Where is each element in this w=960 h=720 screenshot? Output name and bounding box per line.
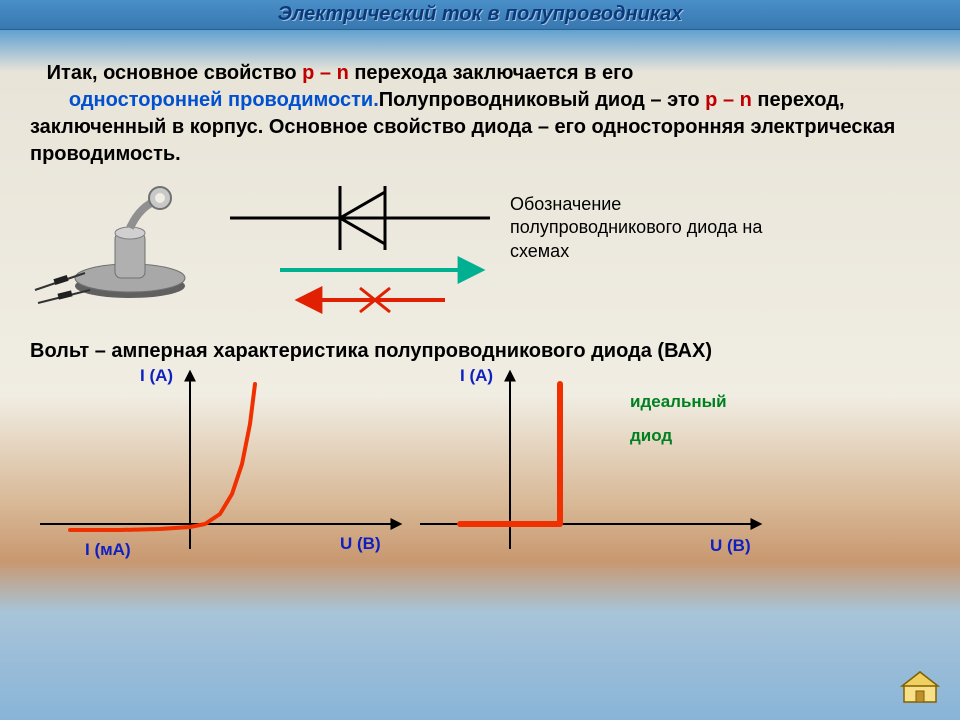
chart-ideal-diode: I (A) U (B) идеальный диод	[410, 364, 770, 554]
axis-label: диод	[630, 426, 672, 446]
axis-label: U (B)	[710, 536, 751, 556]
pn-text: p – n	[302, 62, 349, 84]
home-icon	[900, 669, 940, 705]
chart-real-diode: I (A)I (мA)U (B)	[30, 364, 410, 554]
content-area: Итак, основное свойство p – n перехода з…	[0, 30, 960, 554]
diode-row: Обозначение полупроводникового диода на …	[30, 178, 930, 318]
intro-text: перехода заключается в его	[349, 62, 634, 84]
intro-paragraph: Итак, основное свойство p – n перехода з…	[30, 60, 930, 168]
vah-title: Вольт – амперная характеристика полупров…	[30, 338, 930, 364]
diode-photo	[30, 178, 210, 308]
home-button[interactable]	[900, 669, 940, 705]
diode-symbol-svg	[210, 178, 510, 323]
axis-label: идеальный	[630, 392, 727, 412]
symbol-caption: Обозначение полупроводникового диода на …	[510, 178, 790, 263]
intro-text: Полупроводниковый диод – это	[379, 89, 705, 111]
axis-label: I (A)	[460, 366, 493, 386]
page-title: Электрический ток в полупроводниках	[278, 3, 683, 26]
caption-text: Обозначение полупроводникового диода на …	[510, 194, 762, 261]
axis-label: I (A)	[140, 366, 173, 386]
title-bar: Электрический ток в полупроводниках	[0, 0, 960, 30]
vah-title-text: Вольт – амперная характеристика полупров…	[30, 340, 712, 362]
axis-label: U (B)	[340, 534, 381, 554]
axis-label: I (мA)	[85, 540, 131, 560]
diode-photo-svg	[30, 178, 210, 308]
pn-text: p – n	[705, 89, 752, 111]
intro-text: Итак, основное свойство	[47, 62, 302, 84]
blue-highlight: односторонней проводимости.	[69, 89, 379, 111]
diode-symbol	[210, 178, 510, 318]
charts-row: I (A)I (мA)U (B) I (A) U (B) идеальный диод	[30, 364, 930, 554]
